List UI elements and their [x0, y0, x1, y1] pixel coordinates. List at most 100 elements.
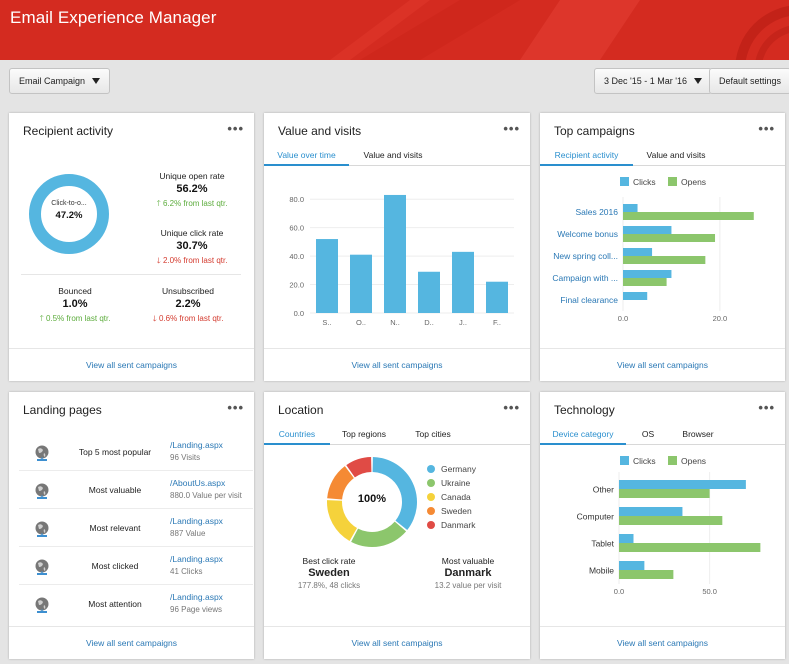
bar-opens[interactable] — [619, 570, 674, 579]
value-over-time-chart: 0.0 20.0 40.0 60.0 80.0 S.. O.. N.. D.. J.. F.. — [289, 194, 514, 327]
view-all-sent-campaigns-link[interactable]: View all sent campaigns — [264, 348, 530, 381]
view-all-sent-campaigns-link[interactable]: View all sent campaigns — [264, 626, 530, 659]
legend-item: Canada — [427, 492, 471, 502]
most-valuable-label: Most valuable — [441, 556, 495, 566]
landing-page-link[interactable]: /AboutUs.aspx — [170, 478, 226, 488]
category-label[interactable]: Sales 2016 — [575, 207, 618, 217]
bar-clicks[interactable] — [619, 534, 634, 543]
default-settings-button[interactable]: Default settings — [709, 68, 789, 94]
more-menu-icon[interactable]: ••• — [227, 121, 244, 136]
view-all-sent-campaigns-link[interactable]: View all sent campaigns — [9, 348, 254, 381]
bar-opens[interactable] — [623, 256, 706, 264]
bar[interactable] — [486, 281, 508, 313]
donut-slice[interactable] — [346, 457, 372, 478]
landing-page-link[interactable]: /Landing.aspx — [170, 554, 223, 564]
bar[interactable] — [384, 194, 406, 313]
view-all-sent-campaigns-link[interactable]: View all sent campaigns — [540, 626, 785, 659]
category-label[interactable]: New spring coll... — [553, 251, 618, 261]
donut-slice[interactable] — [372, 457, 417, 530]
donut-slice[interactable] — [327, 500, 358, 541]
legend-label: Ukraine — [441, 478, 471, 488]
x-tick-label: 0.0 — [618, 314, 628, 323]
y-tick-label: 0.0 — [294, 309, 304, 318]
unique-click-rate: Unique click rate 30.7% 🡓 2.0% from last… — [137, 228, 247, 269]
donut-label: Click-to-o... — [51, 200, 87, 207]
more-menu-icon[interactable]: ••• — [503, 121, 520, 136]
top-campaigns-chart: Clicks Opens 0.0 20.0 Sales 2016 Welcome bonu… — [552, 177, 754, 323]
tab-value-and-visits[interactable]: Value and visits — [363, 150, 423, 160]
arrow-down-icon: 🡓 — [152, 314, 157, 323]
category-label[interactable]: Welcome bonus — [557, 229, 618, 239]
metric-change-text: 0.5% from last qtr. — [45, 314, 111, 323]
y-tick-label: 80.0 — [289, 195, 304, 204]
bar-clicks[interactable] — [623, 248, 653, 256]
donut-value: 47.2% — [55, 210, 83, 221]
technology-card: Technology ••• Device category OS Browse… — [540, 392, 785, 659]
bar-clicks[interactable] — [619, 480, 746, 489]
view-all-sent-campaigns-link[interactable]: View all sent campaigns — [9, 626, 254, 659]
donut-slice[interactable] — [351, 521, 407, 547]
globe-icon — [35, 521, 49, 537]
bar[interactable] — [350, 254, 372, 313]
bar[interactable] — [452, 251, 474, 313]
metric-change-text: 2.0% from last qtr. — [162, 256, 228, 265]
landing-page-row: Most valuable/AboutUs.aspx 880.0 Value pe… — [19, 471, 253, 509]
campaign-select[interactable]: Email Campaign — [9, 68, 111, 94]
metric-value: 30.7% — [176, 240, 208, 252]
tab-os[interactable]: OS — [641, 429, 655, 439]
bar-opens[interactable] — [623, 212, 754, 220]
landing-page-link[interactable]: /Landing.aspx — [170, 516, 223, 526]
more-menu-icon[interactable]: ••• — [758, 121, 775, 136]
date-range-select[interactable]: 3 Dec '15 - 1 Mar '16 — [594, 68, 712, 94]
x-tick-label: D.. — [424, 318, 434, 327]
location-donut-chart — [327, 457, 417, 547]
bar-opens[interactable] — [619, 516, 723, 525]
legend-swatch — [427, 521, 435, 529]
more-menu-icon[interactable]: ••• — [758, 400, 775, 415]
y-tick-label: 20.0 — [289, 281, 304, 290]
bar[interactable] — [316, 239, 338, 313]
more-menu-icon[interactable]: ••• — [227, 400, 244, 415]
landing-page-link[interactable]: /Landing.aspx — [170, 440, 223, 450]
x-tick-label: 20.0 — [713, 314, 728, 323]
metric-value: 2.2% — [175, 298, 201, 310]
landing-page-stat: 880.0 Value per visit — [170, 491, 242, 500]
tab-countries[interactable]: Countries — [264, 428, 330, 445]
landing-page-category: Top 5 most popular — [78, 447, 152, 457]
view-all-sent-campaigns-link[interactable]: View all sent campaigns — [540, 348, 785, 381]
landing-page-link[interactable]: /Landing.aspx — [170, 592, 223, 602]
toolbar: Email Campaign 3 Dec '15 - 1 Mar '16 Def… — [0, 60, 789, 102]
bar-opens[interactable] — [623, 278, 667, 286]
more-menu-icon[interactable]: ••• — [503, 400, 520, 415]
tab-browser[interactable]: Browser — [682, 429, 714, 439]
bar-opens[interactable] — [623, 234, 716, 242]
bar-clicks[interactable] — [619, 507, 683, 516]
tab-value-over-time[interactable]: Value over time — [264, 149, 349, 166]
arrow-up-icon: 🡑 — [39, 314, 44, 323]
bar-opens[interactable] — [619, 489, 710, 498]
donut-slice[interactable] — [327, 466, 354, 500]
bar-opens[interactable] — [619, 543, 761, 552]
tab-top-cities[interactable]: Top cities — [415, 429, 451, 439]
tab-value-and-visits[interactable]: Value and visits — [646, 150, 706, 160]
top-campaigns-card: Top campaigns ••• Recipient activity Val… — [540, 113, 785, 381]
bar-clicks[interactable] — [623, 204, 638, 212]
tab-recipient-activity[interactable]: Recipient activity — [540, 149, 633, 166]
landing-page-category: Most clicked — [91, 561, 139, 571]
best-click-rate: Best click rate Sweden 177.8%, 48 clicks — [284, 556, 374, 590]
legend-item: Ukraine — [427, 478, 470, 488]
bar-clicks[interactable] — [623, 270, 672, 278]
bar-clicks[interactable] — [619, 561, 645, 570]
chevron-down-icon — [92, 78, 101, 84]
tab-top-regions[interactable]: Top regions — [342, 429, 386, 439]
bar-clicks[interactable] — [623, 226, 672, 234]
arrow-down-icon: 🡓 — [156, 256, 161, 265]
location-card: Location ••• Countries Top regions Top c… — [264, 392, 530, 659]
tab-device-category[interactable]: Device category — [540, 428, 626, 445]
bar[interactable] — [418, 271, 440, 313]
bar-clicks[interactable] — [623, 292, 648, 300]
category-label[interactable]: Final clearance — [560, 295, 618, 305]
category-label[interactable]: Campaign with ... — [552, 273, 618, 283]
divider — [21, 274, 241, 275]
technology-chart: Clicks Opens 0.0 50.0 Other Computer Tablet Mob… — [577, 456, 761, 596]
